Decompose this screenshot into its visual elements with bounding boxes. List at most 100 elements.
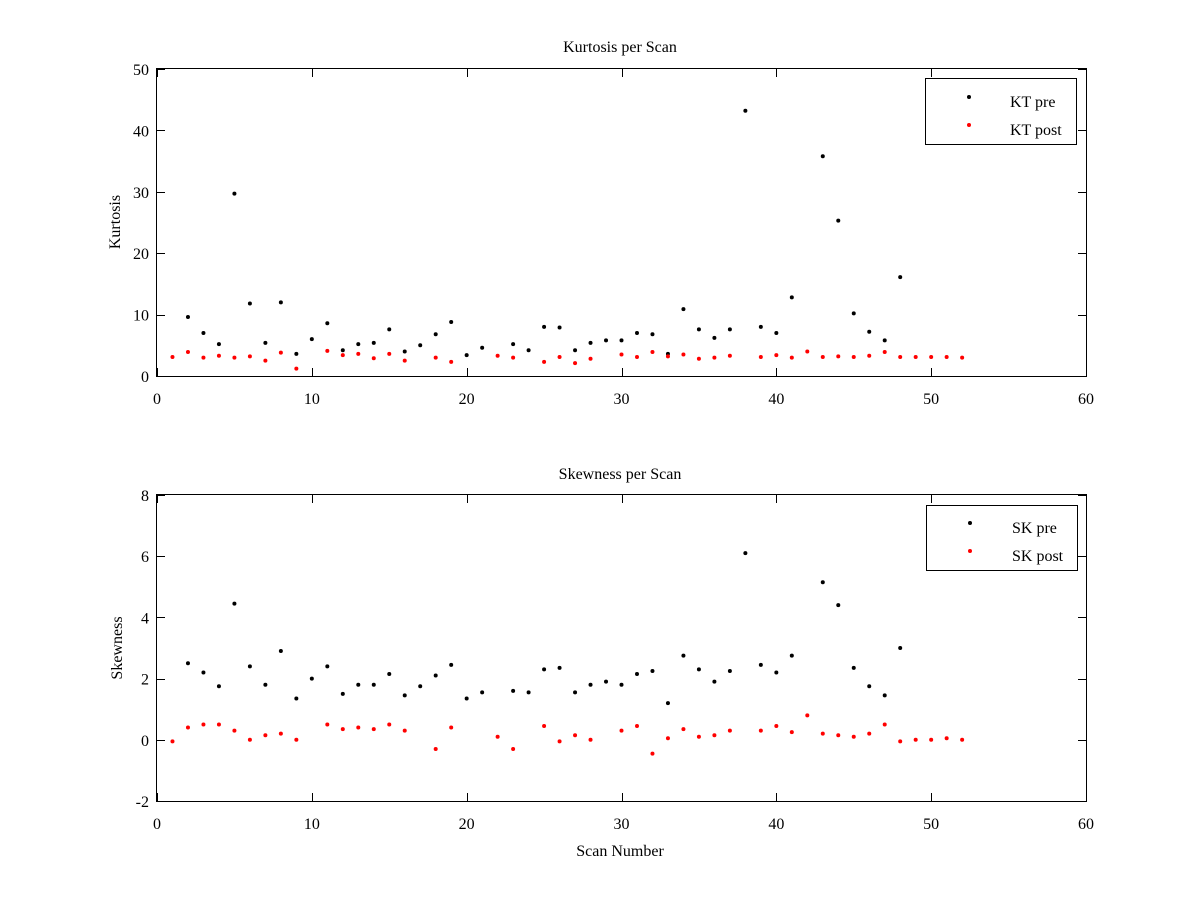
skewness-post-point: [944, 736, 949, 741]
skewness-post-point: [371, 727, 376, 732]
skewness-pre-point: [727, 668, 732, 673]
kurtosis-pre-point: [867, 329, 872, 334]
skewness-post-point: [789, 730, 794, 735]
kurtosis-post-point: [758, 354, 763, 359]
kurtosis-legend: KT pre KT post: [925, 78, 1077, 145]
skewness-post-point: [665, 736, 670, 741]
skewness-pre-point: [743, 551, 748, 556]
kurtosis-markers: [170, 108, 965, 371]
kurtosis-post-point: [573, 361, 578, 366]
skewness-pre-point: [665, 701, 670, 706]
kurtosis-post-point: [278, 350, 283, 355]
kurtosis-y-tick-label: 30: [133, 185, 149, 202]
kurtosis-post-point: [201, 355, 206, 360]
skewness-pre-point: [836, 603, 841, 608]
skewness-post-point: [185, 725, 190, 730]
kurtosis-post-point: [681, 352, 686, 357]
kurtosis-pre-point: [836, 218, 841, 223]
skewness-post-point: [774, 724, 779, 729]
kurtosis-pre-point: [309, 337, 314, 342]
skewness-pre-point: [650, 668, 655, 673]
skewness-pre-point: [867, 684, 872, 689]
kurtosis-post-point: [820, 354, 825, 359]
kurtosis-pre-point: [247, 301, 252, 306]
skewness-pre-point: [480, 690, 485, 695]
skewness-post-point: [960, 737, 965, 742]
skewness-post-point: [356, 725, 361, 730]
skewness-post-point: [387, 722, 392, 727]
kurtosis-pre-point: [681, 307, 686, 312]
skewness-post-point: [247, 737, 252, 742]
kurtosis-post-point: [898, 354, 903, 359]
kurtosis-post-point: [851, 354, 856, 359]
skewness-plot: Skewness per Scan Skewness Scan Number 0…: [109, 466, 1094, 860]
skewness-pre-point: [418, 684, 423, 689]
kurtosis-post-point: [542, 359, 547, 364]
skewness-y-tick-label: -2: [136, 794, 149, 811]
skewness-post-point: [278, 731, 283, 736]
kurtosis-pre-point: [526, 348, 531, 353]
kurtosis-post-point: [387, 351, 392, 356]
kurtosis-post-point: [696, 356, 701, 361]
kurtosis-post-point: [588, 356, 593, 361]
skewness-y-tick-label: 2: [141, 672, 149, 689]
skewness-post-point: [542, 724, 547, 729]
skewness-x-tick-label: 20: [459, 816, 475, 833]
skewness-post-point: [712, 733, 717, 738]
kurtosis-pre-point: [278, 300, 283, 305]
skewness-pre-point: [402, 693, 407, 698]
kurtosis-x-tick-label: 30: [614, 391, 630, 408]
kurtosis-pre-point: [557, 325, 562, 330]
skewness-y-tick-label: 0: [141, 733, 149, 750]
skewness-pre-point: [449, 662, 454, 667]
skewness-post-point: [170, 739, 175, 744]
kurtosis-post-point: [495, 353, 500, 358]
kurtosis-pre-point: [464, 353, 469, 358]
skewness-pre-point: [588, 682, 593, 687]
skewness-post-point: [805, 713, 810, 718]
skewness-pre-point: [356, 682, 361, 687]
kurtosis-post-point: [557, 354, 562, 359]
kurtosis-post-point: [727, 353, 732, 358]
kurtosis-pre-point: [418, 343, 423, 348]
skewness-pre-point: [696, 667, 701, 672]
skewness-markers: [170, 551, 965, 756]
skewness-post-point: [929, 737, 934, 742]
skewness-legend-box: [926, 505, 1078, 571]
kurtosis-post-point: [650, 350, 655, 355]
skewness-pre-point: [681, 653, 686, 658]
skewness-post-point: [325, 722, 330, 727]
skewness-post-point: [340, 727, 345, 732]
kurtosis-pre-point: [789, 295, 794, 300]
skewness-post-point: [681, 727, 686, 732]
kurtosis-pre-point: [758, 324, 763, 329]
kurtosis-post-point: [867, 353, 872, 358]
skewness-post-point: [263, 733, 268, 738]
kurtosis-post-point: [634, 354, 639, 359]
skewness-post-point: [867, 731, 872, 736]
kurtosis-post-point: [712, 355, 717, 360]
skewness-post-point: [913, 737, 918, 742]
skewness-pre-point: [340, 691, 345, 696]
kurtosis-post-point: [371, 356, 376, 361]
skewness-pre-point: [604, 679, 609, 684]
kurtosis-post-point: [805, 349, 810, 354]
kurtosis-post-point: [356, 351, 361, 356]
kurtosis-y-tick-label: 40: [133, 123, 149, 140]
skewness-post-point: [495, 734, 500, 739]
kurtosis-pre-point: [294, 351, 299, 356]
skewness-pre-point: [820, 580, 825, 585]
skewness-pre-point: [619, 682, 624, 687]
kurtosis-legend-label-pre: KT pre: [1010, 94, 1055, 111]
skewness-post-point: [836, 733, 841, 738]
skewness-pre-point: [898, 646, 903, 650]
skewness-pre-point: [557, 665, 562, 670]
skewness-pre-point: [526, 690, 531, 695]
kurtosis-post-point: [836, 354, 841, 359]
skewness-legend: SK pre SK post: [926, 505, 1078, 571]
kurtosis-y-tick-label: 50: [133, 62, 149, 79]
skewness-post-point: [898, 739, 903, 744]
kurtosis-pre-point: [619, 338, 624, 343]
kurtosis-pre-point: [898, 275, 903, 280]
